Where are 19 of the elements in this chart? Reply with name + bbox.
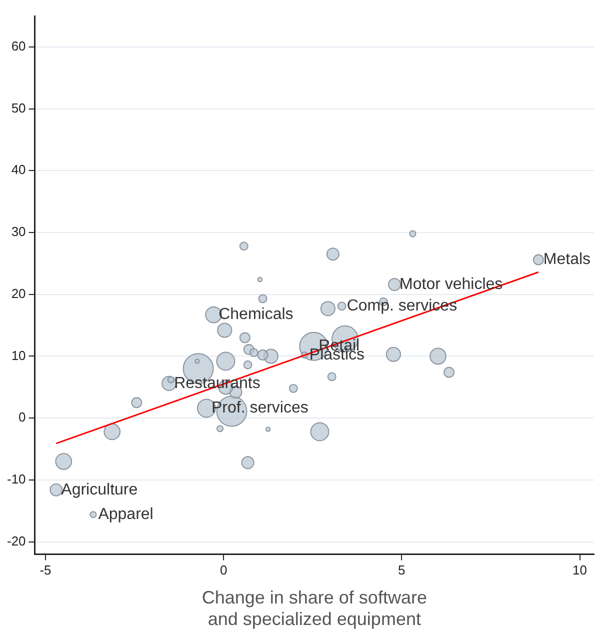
y-tick-label: 10 [11,348,26,363]
y-tick-label: 40 [11,162,26,178]
x-tick-label: 0 [220,562,228,578]
annotation: Metals [543,251,591,268]
y-tick-label: 0 [18,410,26,425]
annotation: Prof. services [211,400,308,417]
x-axis-title: Change in share of software and specialized equipment [202,588,427,630]
y-tick-label: 20 [11,286,26,301]
annotation: Apparel [98,506,154,524]
y-tick-label: -20 [6,533,26,548]
x-tick-label: 5 [398,562,406,578]
y-tick-label: 30 [11,224,26,240]
y-tick-label: -10 [6,472,26,487]
x-tick-label: 10 [572,562,587,578]
y-tick-label: 60 [11,38,26,54]
annotation: Agriculture [61,481,138,498]
annotation: Motor vehicles [400,276,503,293]
x-tick-label: -5 [40,562,52,578]
y-tick-label: 50 [11,100,26,116]
